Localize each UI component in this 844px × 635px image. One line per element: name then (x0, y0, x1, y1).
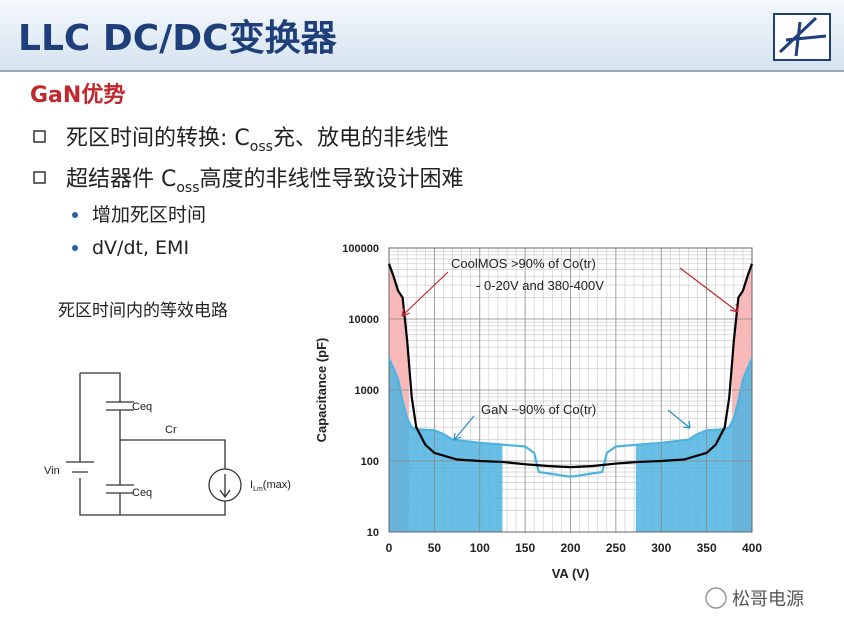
bullet-text: 充、放电的非线性 (273, 126, 449, 151)
x-tick-label: 250 (606, 541, 626, 555)
sub-bullet: 增加死区时间 (92, 204, 206, 226)
x-axis-label: VA (V) (552, 566, 590, 581)
circuit-label: Cr (165, 424, 177, 436)
y-axis-label: Capacitance (pF) (314, 338, 329, 443)
y-tick-label: 10 (367, 527, 379, 539)
title: LLC DC/DC变换器 (18, 17, 338, 59)
bullet-text: 高度的非线性导致设计困难 (200, 167, 464, 192)
dot (72, 212, 78, 218)
circuit-caption: 死区时间内的等效电路 (58, 301, 228, 321)
y-tick-label: 100000 (342, 243, 379, 255)
bullet-text: 超结器件 C (66, 167, 176, 192)
annotation: CoolMOS >90% of Co(tr) (451, 256, 596, 271)
x-tick-label: 350 (697, 541, 717, 555)
circuit-label: I (250, 479, 253, 491)
logo (773, 13, 831, 61)
y-tick-label: 10000 (348, 314, 379, 326)
x-tick-label: 400 (742, 541, 762, 555)
bullet-sub: oss (176, 180, 199, 196)
x-tick-label: 300 (651, 541, 671, 555)
bullet: 死区时间的转换: Coss充、放电的非线性 (66, 126, 449, 155)
circuit-label: ILm(max) (250, 479, 291, 493)
circuit-label: Lm (253, 486, 263, 493)
x-tick-label: 100 (470, 541, 490, 555)
x-tick-label: 50 (428, 541, 442, 555)
section-title: GaN优势 (30, 82, 125, 108)
bullet-box (33, 130, 46, 143)
circuit (66, 372, 242, 516)
dot (72, 245, 78, 251)
annotation: - 0-20V and 380-400V (476, 278, 604, 293)
series-line (387, 263, 754, 469)
annotation: GaN ~90% of Co(tr) (481, 402, 596, 417)
x-tick-label: 0 (386, 541, 393, 555)
x-tick-label: 200 (560, 541, 580, 555)
shaded-region (389, 358, 503, 532)
circuit-label: Vin (44, 465, 60, 477)
bullet: 超结器件 Coss高度的非线性导致设计困难 (66, 167, 464, 196)
sub-bullet: dV/dt, EMI (92, 237, 189, 259)
bullet-box (33, 171, 46, 184)
y-tick-label: 100 (361, 456, 379, 468)
circuit-label: Ceq (132, 487, 152, 499)
circuit-label: Ceq (132, 401, 152, 413)
header-bar (0, 0, 844, 70)
watermark-text: 松哥电源 (732, 589, 804, 610)
bullet-text: 死区时间的转换: C (66, 126, 250, 151)
x-tick-label: 150 (515, 541, 535, 555)
shaded-region (635, 358, 752, 532)
y-tick-label: 1000 (355, 385, 379, 397)
circuit-label: (max) (263, 479, 291, 491)
watermark: 松哥电源 (705, 587, 804, 610)
plot-frame (388, 247, 753, 533)
arrows (401, 267, 739, 441)
bullet-sub: oss (250, 139, 273, 155)
series-line (387, 357, 754, 478)
chart: 0 50 100 150 200 250 300 350 400 10 100 1000 10000 10… (342, 243, 762, 555)
